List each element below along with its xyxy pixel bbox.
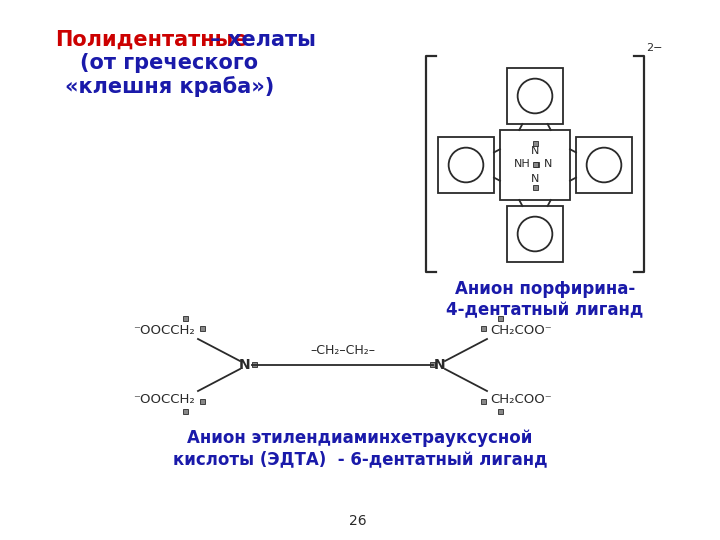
Text: CH₂COO⁻: CH₂COO⁻ xyxy=(490,324,552,337)
Bar xyxy=(199,326,204,330)
Text: 2−: 2− xyxy=(646,43,662,53)
Text: (от греческого: (от греческого xyxy=(80,53,258,73)
Text: N: N xyxy=(239,358,251,372)
Text: Полидентатные: Полидентатные xyxy=(55,30,248,50)
Text: CH₂COO⁻: CH₂COO⁻ xyxy=(490,393,552,406)
Text: Анион порфирина-
4-дентатный лиганд: Анион порфирина- 4-дентатный лиганд xyxy=(446,280,644,319)
Bar xyxy=(498,315,503,321)
Bar xyxy=(534,161,539,166)
Bar xyxy=(199,399,204,403)
Text: N: N xyxy=(434,358,446,372)
Text: – хелаты: – хелаты xyxy=(203,30,316,50)
Text: ⁻OOCCH₂: ⁻OOCCH₂ xyxy=(133,324,195,337)
Bar xyxy=(480,326,485,330)
Bar xyxy=(251,361,256,367)
Bar xyxy=(430,361,434,367)
Bar xyxy=(533,161,538,166)
Text: «клешня краба»): «клешня краба») xyxy=(65,76,274,97)
Text: N: N xyxy=(531,174,539,184)
Text: ⁻OOCCH₂: ⁻OOCCH₂ xyxy=(133,393,195,406)
Bar xyxy=(438,137,494,193)
Bar xyxy=(500,130,570,200)
Text: 26: 26 xyxy=(349,514,366,528)
Text: –CH₂–CH₂–: –CH₂–CH₂– xyxy=(310,344,375,357)
Text: NH: NH xyxy=(513,159,531,169)
Text: N: N xyxy=(544,159,552,169)
Bar xyxy=(480,399,485,403)
Bar xyxy=(182,408,187,414)
Text: N: N xyxy=(531,146,539,156)
Bar xyxy=(182,315,187,321)
Text: Анион этилендиаминхетрауксусной
кислоты (ЭДТА)  - 6-дентатный лиганд: Анион этилендиаминхетрауксусной кислоты … xyxy=(173,429,547,468)
Bar xyxy=(507,68,563,124)
Bar xyxy=(533,185,538,190)
Bar xyxy=(576,137,632,193)
Bar xyxy=(507,206,563,262)
Bar xyxy=(498,408,503,414)
Bar xyxy=(533,140,538,145)
